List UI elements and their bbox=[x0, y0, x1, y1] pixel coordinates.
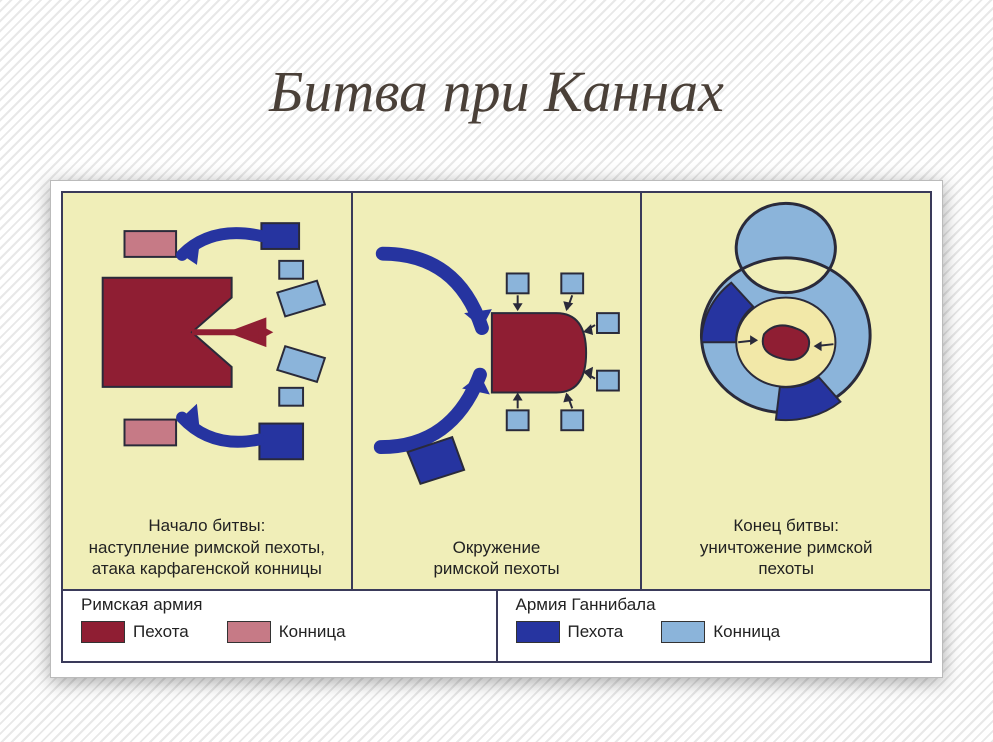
legend-hannibal-infantry-label: Пехота bbox=[568, 622, 624, 642]
legend-hannibal: Армия Ганнибала Пехота Конница bbox=[496, 591, 931, 661]
panel-start-svg bbox=[63, 193, 351, 511]
diagram-card: Начало битвы:наступление римской пехоты,… bbox=[50, 180, 943, 678]
legend-roman-title: Римская армия bbox=[63, 591, 496, 615]
panel-start: Начало битвы:наступление римской пехоты,… bbox=[61, 191, 353, 591]
legend-hannibal-title: Армия Ганнибала bbox=[498, 591, 931, 615]
legend-roman-row: Пехота Конница bbox=[63, 615, 496, 647]
swatch-hannibal-cavalry bbox=[661, 621, 705, 643]
panel-end-svg bbox=[642, 193, 930, 511]
panel-start-caption: Начало битвы:наступление римской пехоты,… bbox=[63, 511, 351, 589]
legend-hannibal-row: Пехота Конница bbox=[498, 615, 931, 647]
swatch-roman-cavalry bbox=[227, 621, 271, 643]
panel-encircle: Окружениеримской пехоты bbox=[353, 191, 643, 591]
legend-roman-cavalry-label: Конница bbox=[279, 622, 346, 642]
panel-end: Конец битвы:уничтожение римскойпехоты bbox=[642, 191, 932, 591]
legend-roman-infantry-label: Пехота bbox=[133, 622, 189, 642]
panel-end-caption: Конец битвы:уничтожение римскойпехоты bbox=[642, 511, 930, 589]
panel-encircle-caption: Окружениеримской пехоты bbox=[353, 533, 641, 590]
swatch-roman-infantry bbox=[81, 621, 125, 643]
page-title: Битва при Каннах bbox=[0, 58, 993, 125]
legend-hannibal-cavalry-label: Конница bbox=[713, 622, 780, 642]
swatch-hannibal-infantry bbox=[516, 621, 560, 643]
legend: Римская армия Пехота Конница Армия Ганни… bbox=[61, 591, 932, 663]
panel-encircle-svg bbox=[353, 193, 641, 533]
panels-row: Начало битвы:наступление римской пехоты,… bbox=[61, 191, 932, 591]
legend-roman: Римская армия Пехота Конница bbox=[63, 591, 496, 661]
